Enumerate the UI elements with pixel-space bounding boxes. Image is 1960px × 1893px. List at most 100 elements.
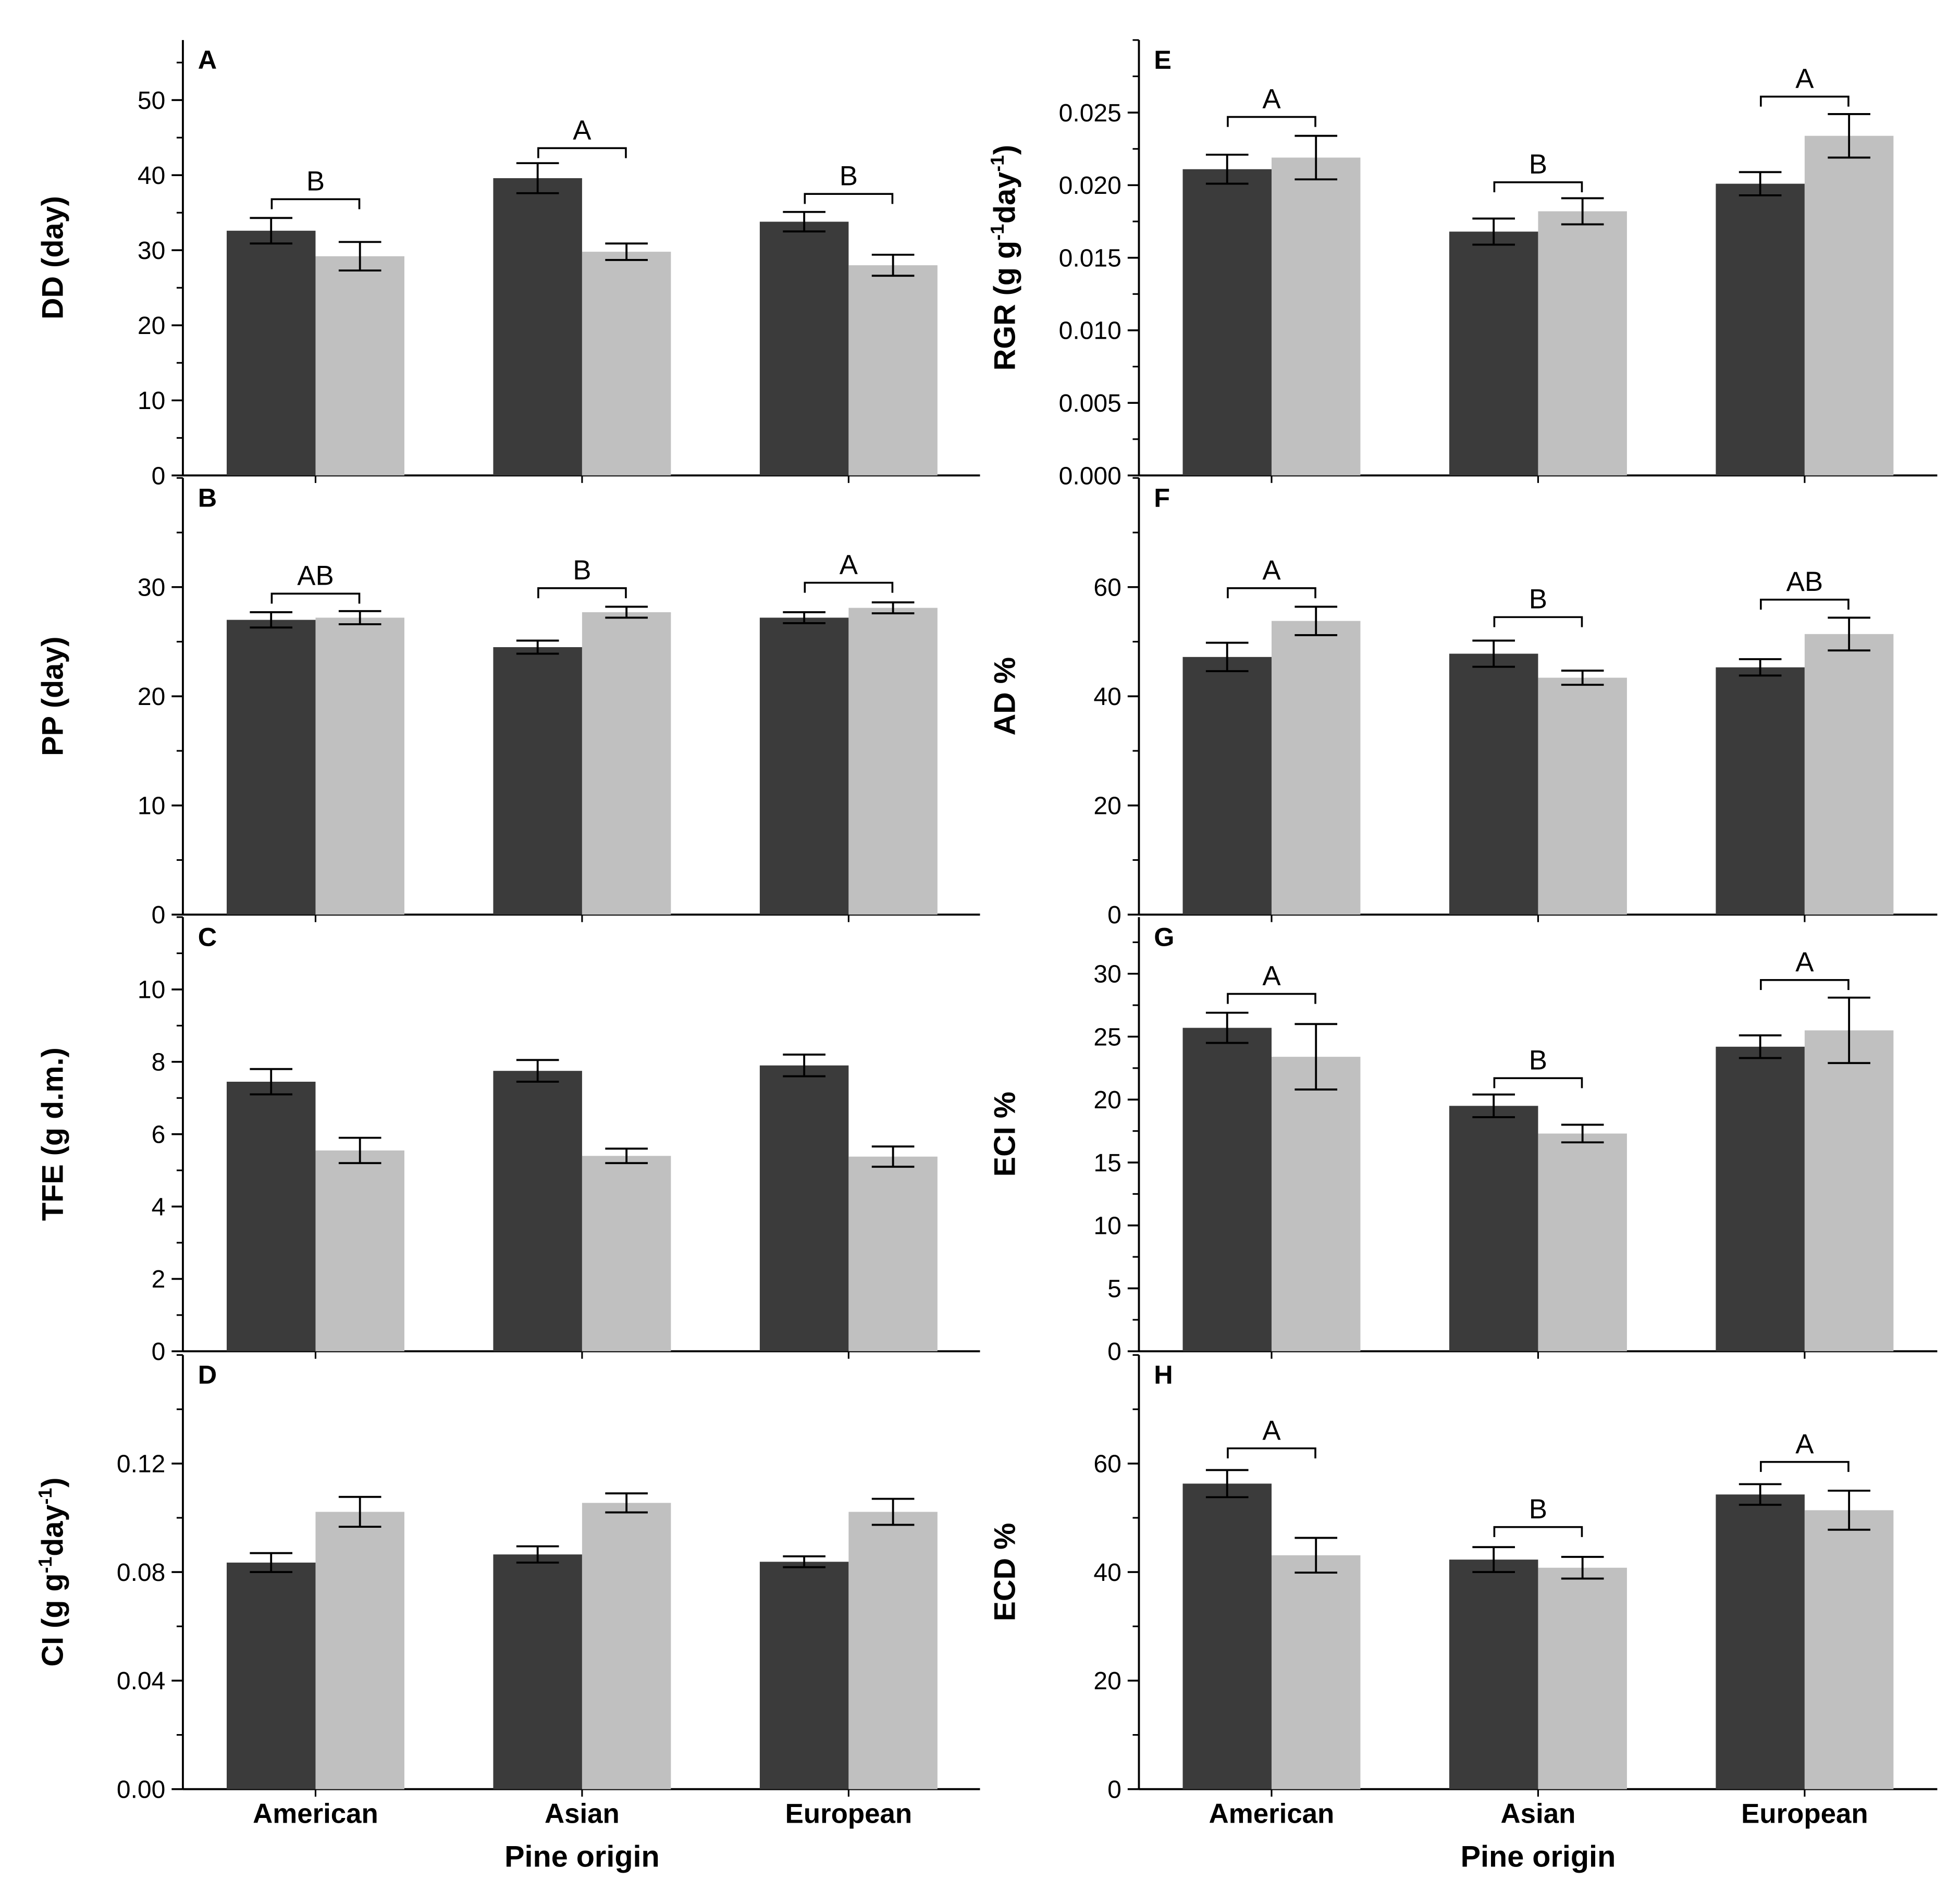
bar-a-american-dark [226,230,316,476]
bar-h-asian-dark [1449,1560,1538,1789]
y-tick-label-g: 5 [1107,1275,1121,1303]
bar-f-asian-dark [1449,653,1538,915]
bar-e-american-light [1271,157,1361,476]
panel-c: 0 2 4 6 8 10 C TFE (g d.m.) [36,916,980,1366]
significance-bracket-a [270,198,361,209]
significance-letter-b: AB [297,561,334,591]
significance-letter-h: B [1529,1494,1547,1525]
bar-f-european-light [1804,634,1894,915]
y-axis-title-f: AD % [989,657,1022,735]
y-tick-label-h: 40 [1093,1559,1121,1587]
y-tick-label-h: 0 [1107,1776,1121,1804]
y-tick-label-c: 2 [152,1266,166,1293]
bar-f-american-dark [1182,657,1272,915]
category-label-american-left: American [253,1799,378,1829]
bar-b-asian-light [582,612,671,915]
significance-letter-b: B [573,555,591,586]
y-tick-label-c: 6 [152,1121,166,1148]
y-tick-label-g: 0 [1107,1338,1121,1366]
significance-letter-g: A [1795,947,1814,978]
y-axis-title-c: TFE (g d.m.) [36,1047,69,1221]
category-label-asian-left: Asian [545,1799,620,1829]
bar-g-european-dark [1716,1046,1805,1352]
significance-letter-e: B [1529,149,1547,180]
y-tick-label-e: 0.015 [1059,244,1121,272]
significance-letter-f: A [1262,555,1281,586]
bar-a-asian-light [582,252,671,476]
panel-g: 0 5 10 15 20 25 30 G ECI % A B A [989,917,1938,1366]
y-tick-label-e: 0.010 [1059,317,1121,345]
significance-letter-e: A [1262,84,1281,115]
panel-letter-d: D [198,1360,217,1390]
bar-d-asian-light [582,1503,671,1789]
category-label-european-left: European [785,1799,913,1829]
y-tick-label-a: 50 [138,87,165,115]
y-tick-label-e: 0.020 [1059,172,1121,200]
bar-d-european-light [848,1512,938,1789]
bar-a-european-light [848,265,938,476]
panel-letter-a: A [198,45,217,75]
y-tick-label-f: 60 [1093,574,1121,602]
y-tick-label-b: 20 [138,683,165,711]
y-tick-label-b: 30 [138,574,165,602]
significance-bracket-e [1227,116,1316,127]
y-tick-label-g: 15 [1093,1149,1121,1177]
y-tick-label-c: 0 [152,1338,166,1366]
x-axis-title-right: Pine origin [1461,1840,1616,1874]
bar-c-asian-light [582,1156,671,1352]
y-tick-label-c: 4 [152,1193,166,1221]
y-tick-label-a: 20 [138,312,165,340]
bar-g-american-dark [1182,1028,1272,1352]
bar-c-american-dark [226,1081,316,1352]
bar-e-european-light [1804,135,1894,476]
y-tick-label-g: 25 [1093,1023,1121,1051]
bar-d-american-dark [226,1562,316,1789]
significance-bracket-g [1227,993,1316,1004]
significance-bracket-g [1760,979,1850,991]
bar-e-american-dark [1182,169,1272,476]
y-tick-label-a: 10 [138,387,165,415]
significance-letter-f: B [1529,584,1547,615]
y-axis-title-e: RGR (g g-1 day-1 ) [987,145,1022,370]
bar-e-asian-light [1538,211,1627,476]
significance-bracket-f [1227,587,1316,599]
y-axis-title-b: PP (day) [36,637,69,756]
panel-h: 0 20 40 60 H ECD % A B A [989,1354,1938,1804]
bar-c-european-dark [759,1065,849,1352]
bar-g-asian-dark [1449,1106,1538,1352]
bar-e-european-dark [1716,183,1805,476]
bar-e-asian-dark [1449,231,1538,476]
bar-f-european-dark [1716,667,1805,915]
y-tick-label-h: 60 [1093,1451,1121,1478]
significance-letter-f: AB [1786,566,1823,597]
bar-h-american-dark [1182,1483,1272,1789]
panel-b: 0 10 20 30 B PP (day) AB B A [36,477,980,929]
significance-bracket-f [1760,599,1850,610]
bar-h-european-dark [1716,1494,1805,1789]
bar-c-asian-dark [493,1071,582,1352]
significance-letter-g: B [1529,1045,1547,1075]
significance-letter-b: A [840,550,858,580]
panel-letter-c: C [198,922,217,951]
y-tick-label-a: 40 [138,162,165,190]
y-tick-label-c: 8 [152,1049,166,1077]
y-tick-label-d: 0.12 [117,1451,165,1478]
bar-d-european-dark [759,1562,849,1789]
bar-g-american-light [1271,1057,1361,1352]
significance-letter-g: A [1262,961,1281,992]
bar-a-european-dark [759,221,849,476]
bar-c-american-light [315,1150,404,1352]
bar-a-asian-dark [493,178,582,476]
y-tick-label-h: 20 [1093,1667,1121,1695]
bar-d-asian-dark [493,1554,582,1789]
significance-bracket-e [1760,95,1850,107]
panel-letter-b: B [198,482,217,512]
significance-bracket-g [1493,1077,1583,1088]
y-tick-label-a: 0 [152,462,166,490]
y-tick-label-e: 0.000 [1059,462,1121,490]
bar-b-european-dark [759,617,849,915]
significance-bracket-a [804,193,894,204]
